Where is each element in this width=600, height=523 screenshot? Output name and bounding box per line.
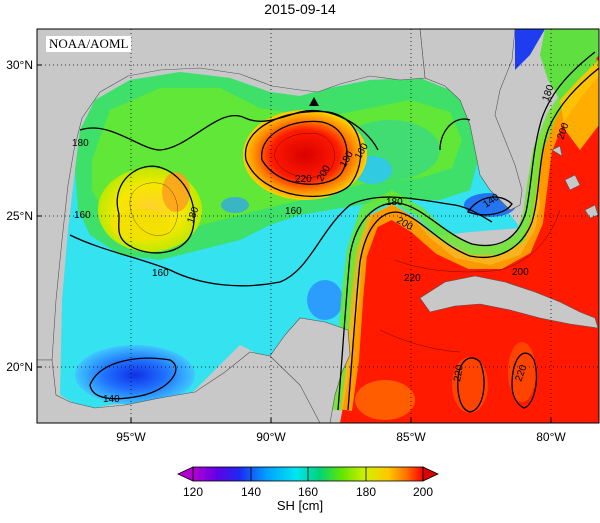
contour-180-east (439, 118, 471, 151)
lon-label: 85°W (396, 430, 426, 444)
contour-label: 220 (404, 273, 421, 284)
southwest-low (75, 345, 195, 405)
axis-labels: 30°N 25°N 20°N 95°W 90°W 85°W 80°W (6, 58, 566, 444)
colorbar-low-arrow (177, 466, 194, 482)
caribbean-core-b (508, 342, 536, 402)
station-marker (309, 97, 319, 106)
western-warm-core (162, 172, 190, 212)
contour-eddy-200 (244, 110, 362, 197)
axis-ticks (37, 64, 552, 423)
thin-contour-eddy (274, 133, 335, 178)
colorbar-label: 140 (241, 485, 261, 499)
colorbar-label: 200 (413, 485, 433, 499)
central-low (221, 197, 249, 213)
land-yucatan (269, 317, 351, 423)
contour-label: 180 (72, 138, 89, 149)
loop-current-green-edge (331, 54, 599, 411)
land-florida (419, 29, 523, 211)
atlantic-yellow (560, 60, 599, 150)
contour-140-southwest (89, 357, 177, 400)
land-us-gulf-coast (37, 29, 426, 361)
contour-160-central (69, 196, 493, 287)
contour-loop-180 (337, 51, 596, 411)
caribbean-warm-water (340, 29, 599, 423)
contour-label: 160 (285, 206, 302, 217)
caribbean-west-orange (355, 380, 415, 420)
colorbar-ticks (192, 467, 424, 481)
contour-label: 160 (74, 210, 91, 221)
contour-caribbean-b (511, 352, 538, 409)
caribbean-core-a (452, 357, 488, 413)
map-frame (36, 28, 600, 424)
graticule (37, 29, 599, 423)
contour-140-florida (467, 196, 513, 216)
land-bahamas (551, 145, 599, 219)
contour-label: 180 (386, 197, 403, 208)
lat-label: 25°N (6, 209, 33, 223)
thin-contour-south (379, 329, 461, 353)
contour-label: 220 (295, 174, 312, 185)
colorbar-high-arrow (422, 466, 439, 482)
contour-label: 220 (452, 364, 466, 383)
contour-eddy-220 (261, 120, 348, 185)
atlantic-green (540, 29, 599, 100)
contour-caribbean-a (457, 357, 485, 413)
yucatan-low (307, 280, 343, 320)
thin-contour-west (129, 182, 178, 236)
lat-label: 30°N (6, 58, 33, 72)
credit-label: NOAA/AOML (46, 36, 132, 52)
colorbar-label: 160 (298, 485, 318, 499)
lon-label: 80°W (536, 430, 566, 444)
map-title: 2015-09-14 (264, 1, 336, 17)
lon-label: 90°W (256, 430, 286, 444)
colorbar-labels: 120 140 160 180 200 (183, 485, 433, 499)
atlantic-northeast-low (515, 29, 545, 70)
colorbar-label: 120 (183, 485, 203, 499)
contour-label: 200 (512, 267, 529, 278)
contour-180-west (116, 165, 195, 254)
lon-label: 95°W (116, 430, 146, 444)
colorbar-units-label: SH [cm] (276, 498, 324, 513)
contour-label: 140 (103, 394, 120, 405)
contour-loop-200 (347, 67, 599, 411)
colorbar: 120 140 160 180 200 (177, 466, 439, 499)
contour-label: 160 (152, 268, 169, 279)
colorbar-label: 180 (356, 485, 376, 499)
land-cuba (419, 275, 599, 329)
contour-lines (69, 51, 599, 413)
western-warm-lobe (110, 209, 170, 241)
lat-label: 20°N (6, 360, 33, 374)
